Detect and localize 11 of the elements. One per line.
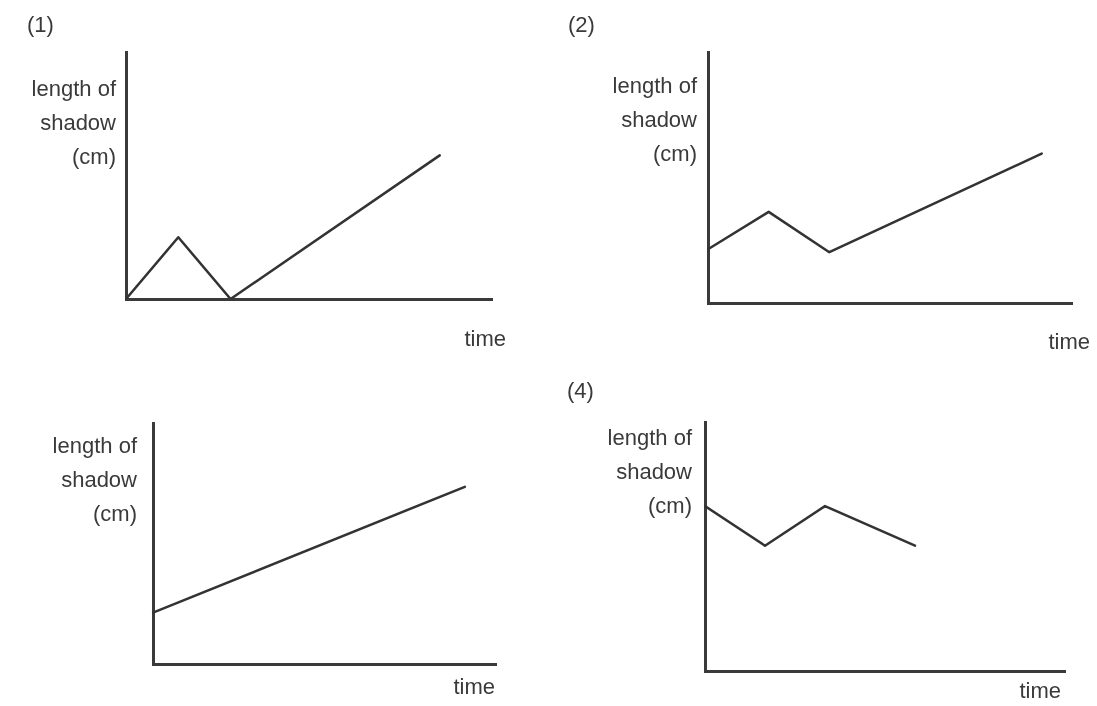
chart-title: (1) bbox=[27, 12, 54, 37]
chart-title: (4) bbox=[567, 378, 594, 403]
x-axis-title: time bbox=[1019, 678, 1061, 703]
y-axis-title: length of shadow (cm) bbox=[31, 75, 116, 171]
y-axis-title: length of shadow (cm) bbox=[52, 432, 137, 528]
x-axis-title: time bbox=[464, 326, 506, 351]
chart-title: (2) bbox=[568, 12, 595, 37]
y-axis-title: length of shadow (cm) bbox=[612, 72, 697, 168]
x-axis-title: time bbox=[1048, 329, 1090, 354]
y-axis-title: length of shadow (cm) bbox=[607, 424, 692, 520]
x-axis-title: time bbox=[453, 674, 495, 699]
